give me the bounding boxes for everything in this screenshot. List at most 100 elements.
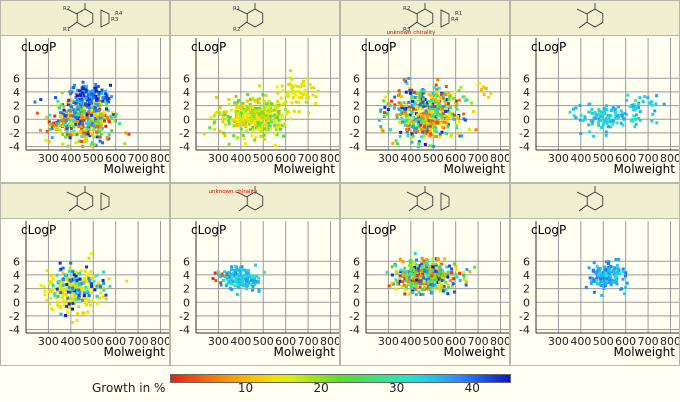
data-point (447, 123, 451, 127)
data-point (76, 107, 80, 111)
data-point (250, 134, 254, 138)
scaffold-panel-4[interactable]: 300 400 500 600 700 800 -4 -2 0 2 4 6 cLogP Molweight (510, 0, 680, 183)
data-point (489, 91, 493, 95)
data-point (606, 113, 610, 117)
data-point (290, 86, 294, 90)
data-point (379, 125, 383, 129)
data-point (441, 112, 445, 116)
data-point (398, 274, 402, 278)
data-point (266, 128, 270, 132)
data-point (71, 284, 75, 288)
y-tick-label: 6 (13, 72, 20, 85)
data-point (50, 136, 54, 140)
data-point (54, 128, 58, 132)
data-point (281, 89, 285, 93)
data-point (97, 109, 101, 113)
y-tick-label: 4 (353, 86, 360, 99)
data-point (405, 115, 409, 119)
substituent-label: R1 (455, 11, 462, 17)
data-point (607, 278, 611, 282)
data-point (75, 94, 79, 98)
data-point (441, 125, 445, 129)
scaffold-panel-1[interactable]: R2 R1 R3 R4 300 400 500 600 700 800 -4 -2 0 2 4 6 cLogP M… (0, 0, 170, 183)
data-point (56, 295, 60, 299)
data-point (259, 135, 263, 139)
data-point (48, 124, 52, 128)
data-point (101, 96, 105, 100)
data-point (422, 276, 426, 280)
data-point (49, 307, 53, 311)
data-point (105, 94, 109, 98)
y-tick-label: 2 (523, 100, 530, 113)
data-point (278, 127, 282, 131)
data-point (92, 96, 96, 100)
data-point (628, 105, 632, 109)
data-point (457, 132, 461, 136)
data-point (468, 270, 472, 274)
data-point (438, 135, 442, 139)
data-point (435, 113, 439, 117)
data-point (437, 86, 441, 90)
data-point (92, 274, 96, 278)
scaffold-panel-6[interactable]: unknown chirality 300 400 500 600 700 800 -4 -2 0… (170, 183, 340, 366)
scaffold-panel-7[interactable]: 300 400 500 600 700 800 -4 -2 0 2 4 6 cLogP Molweight (340, 183, 510, 366)
data-point (276, 100, 280, 104)
data-point (408, 292, 412, 296)
scaffold-panel-8[interactable]: 300 400 500 600 700 800 -4 -2 0 2 4 6 cLogP Molweight (510, 183, 680, 366)
data-point (377, 118, 381, 122)
x-axis-label: Molweight (443, 162, 506, 176)
scaffold-panel-5[interactable]: 300 400 500 600 700 800 -4 -2 0 2 4 6 cLogP Molweight (0, 183, 170, 366)
data-point (596, 112, 600, 116)
data-point (299, 85, 303, 89)
data-point (89, 144, 93, 148)
data-point (606, 261, 610, 265)
data-point (591, 269, 595, 273)
data-point (448, 279, 452, 283)
data-point (615, 263, 619, 267)
data-point (423, 277, 427, 281)
scaffold-panel-3[interactable]: R2 R3 R4 R1 unknown chirality 300 400 500 600 700… (340, 0, 510, 183)
data-point (256, 107, 260, 111)
data-point (300, 82, 304, 86)
data-point (49, 274, 53, 278)
data-point (299, 91, 303, 95)
data-point (592, 261, 596, 265)
data-point (95, 135, 99, 139)
data-point (598, 267, 602, 271)
x-tick-label: 300 (378, 335, 399, 348)
data-point (254, 263, 258, 267)
data-point (462, 274, 466, 278)
data-point (422, 89, 426, 93)
data-point (90, 284, 94, 288)
data-point (226, 114, 230, 118)
data-point (230, 265, 234, 269)
data-point (68, 267, 72, 271)
x-tick-label: 300 (38, 335, 59, 348)
data-point (76, 88, 80, 92)
scaffold-panel-2[interactable]: R1 R2 300 400 500 600 700 800 -4 -2 0 2 4 6 cLogP Molwe… (170, 0, 340, 183)
data-point (604, 260, 608, 264)
data-point (263, 110, 267, 114)
data-point (395, 113, 399, 117)
data-point (454, 104, 458, 108)
data-point (85, 273, 89, 277)
data-point (262, 112, 266, 116)
data-point (97, 121, 101, 125)
data-point (398, 257, 402, 261)
data-point (65, 126, 69, 130)
data-point (615, 121, 619, 125)
data-point (88, 134, 92, 138)
data-point (442, 104, 446, 108)
data-point (607, 260, 611, 264)
data-point (99, 103, 103, 107)
data-point (259, 118, 263, 122)
data-point (61, 133, 65, 137)
data-point (623, 292, 627, 296)
data-point (422, 125, 426, 129)
data-point (477, 81, 481, 85)
data-point (235, 117, 239, 121)
data-point (218, 106, 222, 110)
data-point (251, 106, 255, 110)
x-tick-label: 600 (615, 335, 636, 348)
scaffold-structure-image: unknown chirality (209, 186, 264, 212)
